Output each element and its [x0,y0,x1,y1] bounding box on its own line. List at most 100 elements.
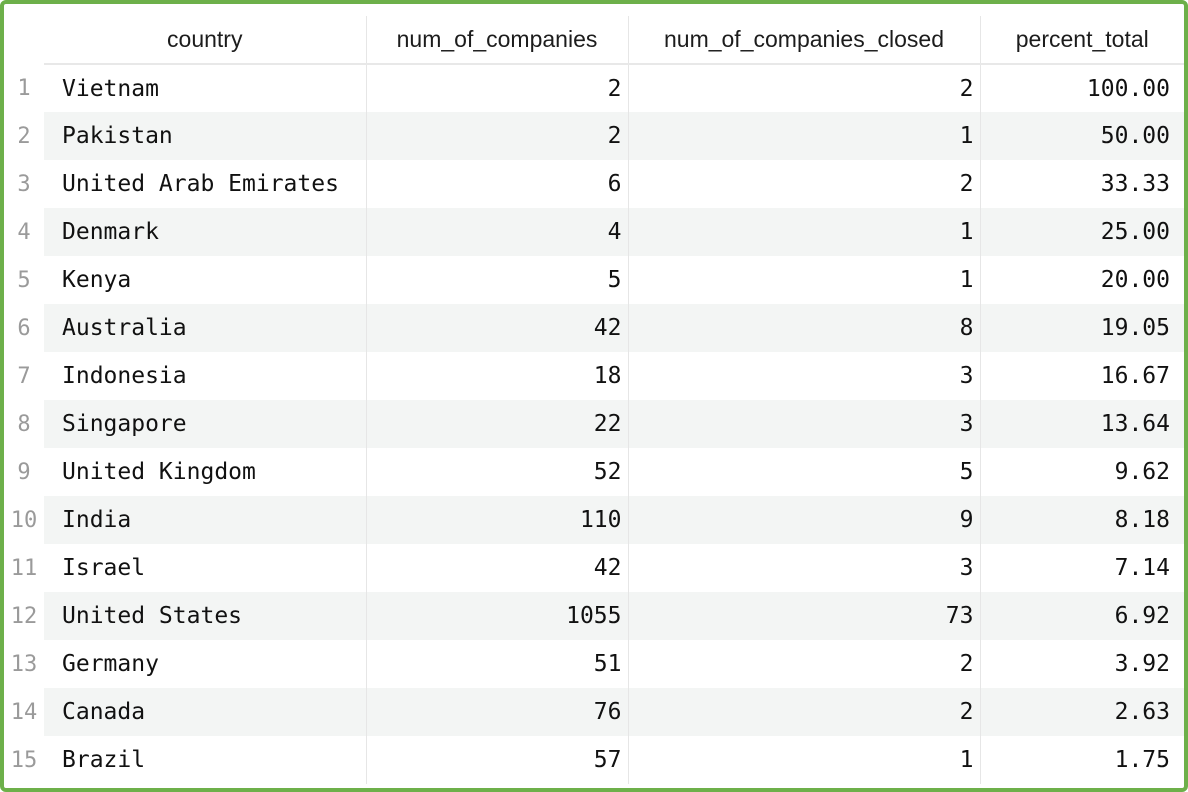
cell-num-of-companies[interactable]: 2 [366,64,629,112]
cell-percent-total[interactable]: 25.00 [980,208,1184,256]
row-index-header [4,16,44,64]
table-row[interactable]: 9 United Kingdom 52 5 9.62 [4,448,1184,496]
column-header-country[interactable]: country [44,16,367,65]
cell-num-of-companies[interactable]: 6 [366,160,629,208]
row-index: 7 [17,363,31,389]
cell-num-of-companies-closed[interactable]: 1 [628,736,981,784]
cell-percent-total[interactable]: 13.64 [980,400,1184,448]
cell-num-of-companies[interactable]: 22 [366,400,629,448]
cell-country[interactable]: United States [44,592,367,640]
table-body: 1 Vietnam 2 2 100.00 2 Pakistan 2 1 50.00 3 United … [4,64,1184,784]
cell-num-of-companies-closed[interactable]: 1 [628,208,981,256]
cell-percent-total[interactable]: 16.67 [1100,363,1170,389]
table-row[interactable]: 4 Denmark 4 1 25.00 [4,208,1184,256]
table-row[interactable]: 13 Germany 51 2 3.92 [4,640,1184,688]
row-index: 8 [17,411,31,437]
row-index: 13 [10,651,38,677]
table-row[interactable]: 14 Canada 76 2 2.63 [4,688,1184,736]
cell-num-of-companies-closed[interactable]: 3 [628,400,981,448]
table-row[interactable]: 11 Israel 42 3 7.14 [4,544,1184,592]
table-row[interactable]: 15 Brazil 57 1 1.75 [4,736,1184,784]
row-index: 9 [17,459,31,485]
cell-num-of-companies[interactable]: 18 [366,352,629,400]
cell-percent-total[interactable]: 33.33 [1100,171,1170,197]
cell-percent-total[interactable]: 19.05 [980,304,1184,352]
cell-country[interactable]: Israel [44,544,367,592]
cell-percent-total[interactable]: 6.92 [980,592,1184,640]
cell-num-of-companies[interactable]: 2 [366,112,629,160]
row-index: 15 [10,747,38,773]
table-row[interactable]: 6 Australia 42 8 19.05 [4,304,1184,352]
table-row[interactable]: 5 Kenya 5 1 20.00 [4,256,1184,304]
query-result-table: country num_of_companies num_of_companie… [4,16,1184,784]
table-row[interactable]: 8 Singapore 22 3 13.64 [4,400,1184,448]
cell-percent-total[interactable]: 50.00 [980,112,1184,160]
row-index: 2 [17,123,31,149]
cell-country[interactable]: Pakistan [44,112,367,160]
cell-num-of-companies[interactable]: 1055 [366,592,629,640]
row-index: 6 [17,315,31,341]
cell-num-of-companies[interactable]: 4 [366,208,629,256]
cell-percent-total[interactable]: 20.00 [1100,267,1170,293]
row-index: 12 [10,603,38,629]
cell-percent-total[interactable]: 1.75 [1114,747,1170,773]
cell-num-of-companies-closed[interactable]: 3 [628,352,981,400]
cell-num-of-companies-closed[interactable]: 5 [628,448,981,496]
cell-num-of-companies[interactable]: 42 [366,544,629,592]
cell-country[interactable]: Kenya [44,256,367,304]
cell-percent-total[interactable]: 100.00 [1086,75,1170,102]
cell-num-of-companies-closed[interactable]: 2 [628,640,981,688]
table-row[interactable]: 10 India 110 9 8.18 [4,496,1184,544]
cell-num-of-companies-closed[interactable]: 3 [628,544,981,592]
cell-num-of-companies-closed[interactable]: 8 [628,304,981,352]
cell-num-of-companies-closed[interactable]: 2 [628,64,981,112]
cell-country[interactable]: Canada [44,688,367,736]
row-index: 1 [17,75,31,101]
table-row[interactable]: 1 Vietnam 2 2 100.00 [4,64,1184,112]
cell-percent-total[interactable]: 8.18 [980,496,1184,544]
row-index: 10 [10,507,38,533]
cell-country[interactable]: Vietnam [44,64,367,112]
row-index: 5 [17,267,31,293]
cell-country[interactable]: Singapore [44,400,367,448]
cell-num-of-companies[interactable]: 42 [366,304,629,352]
cell-country[interactable]: Australia [44,304,367,352]
cell-percent-total[interactable]: 3.92 [1114,651,1170,677]
cell-num-of-companies-closed[interactable]: 2 [628,688,981,736]
cell-num-of-companies-closed[interactable]: 73 [628,592,981,640]
header-row: country num_of_companies num_of_companie… [4,16,1184,65]
cell-percent-total[interactable]: 2.63 [980,688,1184,736]
cell-country[interactable]: Denmark [44,208,367,256]
cell-country[interactable]: Indonesia [44,352,367,400]
table-row[interactable]: 2 Pakistan 2 1 50.00 [4,112,1184,160]
cell-num-of-companies[interactable]: 5 [366,256,629,304]
cell-num-of-companies[interactable]: 110 [366,496,629,544]
cell-country[interactable]: Brazil [44,736,367,784]
table-row[interactable]: 3 United Arab Emirates 6 2 33.33 [4,160,1184,208]
table-header: country num_of_companies num_of_companie… [4,16,1184,65]
cell-num-of-companies[interactable]: 57 [366,736,629,784]
cell-num-of-companies-closed[interactable]: 2 [628,160,981,208]
table-row[interactable]: 7 Indonesia 18 3 16.67 [4,352,1184,400]
table-row[interactable]: 12 United States 1055 73 6.92 [4,592,1184,640]
row-index: 3 [17,171,31,197]
column-header-num-of-companies[interactable]: num_of_companies [366,16,629,65]
cell-country[interactable]: Germany [44,640,367,688]
column-header-num-of-companies-closed[interactable]: num_of_companies_closed [628,16,981,65]
cell-num-of-companies[interactable]: 76 [366,688,629,736]
cell-country[interactable]: United Arab Emirates [44,160,367,208]
cell-percent-total[interactable]: 9.62 [1114,459,1170,485]
cell-num-of-companies-closed[interactable]: 9 [628,496,981,544]
cell-country[interactable]: India [44,496,367,544]
cell-num-of-companies[interactable]: 51 [366,640,629,688]
cell-num-of-companies-closed[interactable]: 1 [628,256,981,304]
cell-country[interactable]: United Kingdom [44,448,367,496]
cell-num-of-companies-closed[interactable]: 1 [628,112,981,160]
column-header-percent-total[interactable]: percent_total [980,16,1184,65]
row-index: 14 [10,699,38,725]
cell-num-of-companies[interactable]: 52 [366,448,629,496]
cell-percent-total[interactable]: 7.14 [1114,555,1170,581]
row-index: 4 [17,219,31,245]
row-index: 11 [10,555,38,581]
